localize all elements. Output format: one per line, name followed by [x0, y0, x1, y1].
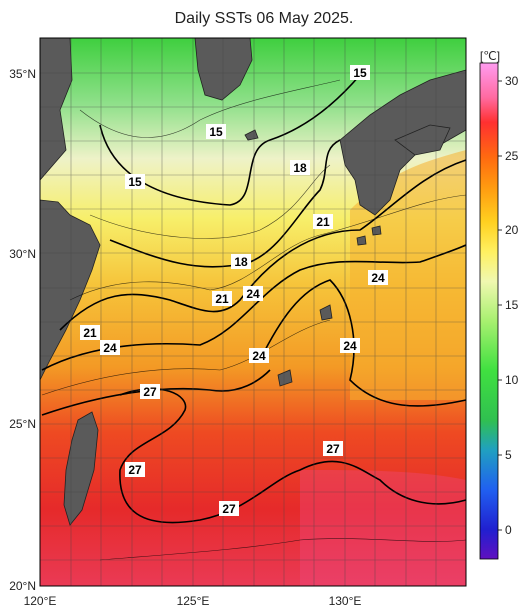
- land-korea: [194, 37, 253, 101]
- svg-text:15: 15: [128, 175, 142, 189]
- colorbar: [℃] 30 25 20 15 10 5 0: [479, 49, 519, 560]
- contour-label: 15: [206, 124, 226, 139]
- contour-label: 27: [140, 384, 160, 399]
- land-amami: [319, 304, 333, 321]
- colorbar-tick: 5: [505, 448, 512, 462]
- isotherm-minor: [89, 164, 331, 239]
- svg-text:24: 24: [252, 349, 266, 363]
- svg-text:27: 27: [128, 463, 142, 477]
- land-okinawa: [277, 369, 293, 387]
- contour-label: 27: [219, 501, 239, 516]
- colorbar-tick: 0: [505, 523, 512, 537]
- svg-text:27: 27: [143, 385, 157, 399]
- svg-text:18: 18: [234, 255, 248, 269]
- svg-text:24: 24: [246, 287, 260, 301]
- isotherm-minor: [79, 79, 341, 138]
- contour-label: 18: [290, 160, 310, 175]
- colorbar-tick: 10: [505, 373, 519, 387]
- contour-label: 24: [249, 348, 269, 363]
- svg-text:24: 24: [103, 341, 117, 355]
- contour-label: 24: [340, 338, 360, 353]
- svg-text:24: 24: [343, 339, 357, 353]
- svg-text:15: 15: [353, 66, 367, 80]
- colorbar-tick: 20: [505, 223, 519, 237]
- graticule: [40, 38, 466, 586]
- east-warm: [350, 150, 466, 400]
- svg-text:24: 24: [371, 271, 385, 285]
- isotherm-minor: [69, 194, 467, 301]
- lat-label: 25°N: [9, 417, 36, 431]
- svg-text:27: 27: [222, 502, 236, 516]
- land-jeju: [244, 129, 259, 141]
- warm-patch: [300, 470, 466, 586]
- contour-label: 24: [368, 270, 388, 285]
- lat-label: 30°N: [9, 247, 36, 261]
- svg-text:21: 21: [316, 215, 330, 229]
- contour-label-group: 15 15 15 18 18 21 21 21 24 24 24 24 24 2…: [80, 65, 388, 516]
- svg-text:21: 21: [215, 292, 229, 306]
- svg-text:21: 21: [83, 326, 97, 340]
- lon-label: 125°E: [177, 594, 210, 608]
- lon-label: 120°E: [24, 594, 57, 608]
- lat-label: 20°N: [9, 579, 36, 593]
- colorbar-tick: 30: [505, 74, 519, 88]
- isotherm-minor: [99, 538, 467, 561]
- land-island-a: [356, 235, 367, 246]
- colorbar-tick: 25: [505, 149, 519, 163]
- contour-label: 15: [350, 65, 370, 80]
- contour-label: 21: [313, 214, 333, 229]
- isotherm-minor-group: [41, 79, 467, 561]
- land-china-coast: [39, 199, 101, 381]
- lon-axis: 120°E 125°E 130°E: [24, 594, 362, 608]
- map-frame: [39, 37, 467, 587]
- contour-label: 15: [125, 174, 145, 189]
- isotherm-minor: [41, 319, 331, 396]
- svg-text:27: 27: [326, 442, 340, 456]
- colorbar-unit: [℃]: [480, 49, 500, 63]
- isotherm-27: [119, 387, 467, 524]
- contour-label: 27: [125, 462, 145, 477]
- colorbar-scale: [479, 62, 499, 560]
- isotherm-24a: [41, 244, 467, 371]
- contour-label: 24: [243, 286, 263, 301]
- land-taiwan: [63, 411, 99, 526]
- svg-text:18: 18: [293, 161, 307, 175]
- contour-label: 27: [323, 441, 343, 456]
- isotherm-15: [99, 74, 361, 206]
- colorbar-tick: 15: [505, 298, 519, 312]
- isotherm-24b: [259, 279, 467, 407]
- contour-label: 18: [231, 254, 251, 269]
- lat-axis: 35°N 30°N 25°N 20°N: [9, 67, 36, 593]
- map-title: Daily SSTs 06 May 2025.: [174, 10, 354, 27]
- svg-text:15: 15: [209, 125, 223, 139]
- lat-label: 35°N: [9, 67, 36, 81]
- land-island-b: [371, 225, 382, 236]
- lon-label: 130°E: [329, 594, 362, 608]
- contour-label: 24: [100, 340, 120, 355]
- contour-label: 21: [80, 325, 100, 340]
- isotherm-group: [41, 74, 467, 524]
- contour-label: 21: [212, 291, 232, 306]
- isotherm-18: [109, 139, 341, 268]
